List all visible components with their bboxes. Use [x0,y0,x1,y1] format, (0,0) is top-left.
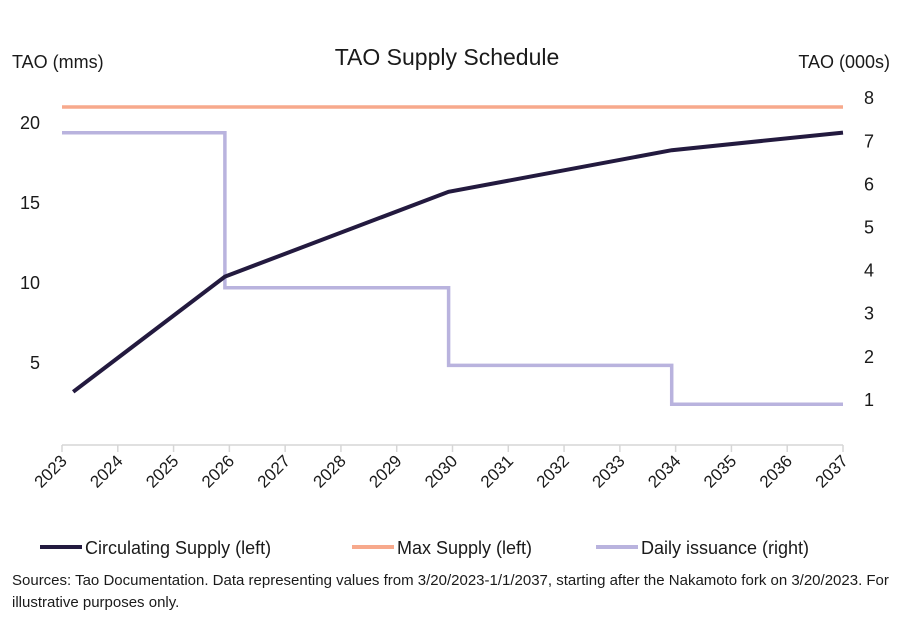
left-axis-label: TAO (mms) [12,52,104,72]
x-tick-label: 2030 [421,451,461,491]
series-line-daily-issuance-right [62,130,843,406]
x-tick-label: 2036 [756,451,796,491]
x-tick-label: 2029 [365,451,405,491]
right-y-tick-label: 5 [864,218,874,238]
legend-label: Max Supply (left) [397,538,532,558]
x-tick-label: 2037 [812,451,852,491]
x-tick-label: 2035 [700,451,740,491]
left-y-tick-label: 5 [30,353,40,373]
legend-label: Circulating Supply (left) [85,538,271,558]
series-line-circulating-supply-left [71,130,844,394]
left-y-tick-label: 20 [20,113,40,133]
x-tick-label: 2025 [142,451,182,491]
x-tick-label: 2026 [198,451,238,491]
x-tick-label: 2027 [254,451,294,491]
x-tick-label: 2032 [533,451,573,491]
left-y-tick-label: 10 [20,273,40,293]
x-tick-label: 2034 [644,451,684,491]
x-tick-label: 2028 [310,451,350,491]
right-y-tick-label: 1 [864,390,874,410]
source-note: Sources: Tao Documentation. Data represe… [12,572,889,611]
right-y-tick-label: 8 [864,88,874,108]
right-y-tick-label: 3 [864,304,874,324]
x-tick-label: 2023 [31,451,71,491]
right-axis-label: TAO (000s) [798,52,890,72]
chart-title: TAO Supply Schedule [335,44,560,70]
right-y-tick-label: 7 [864,131,874,151]
x-tick-label: 2031 [477,451,517,491]
right-y-tick-label: 6 [864,174,874,194]
right-y-tick-label: 2 [864,347,874,367]
x-tick-label: 2033 [589,451,629,491]
legend-label: Daily issuance (right) [641,538,809,558]
left-y-tick-label: 15 [20,193,40,213]
x-tick-label: 2024 [86,451,126,491]
right-y-tick-label: 4 [864,261,874,281]
